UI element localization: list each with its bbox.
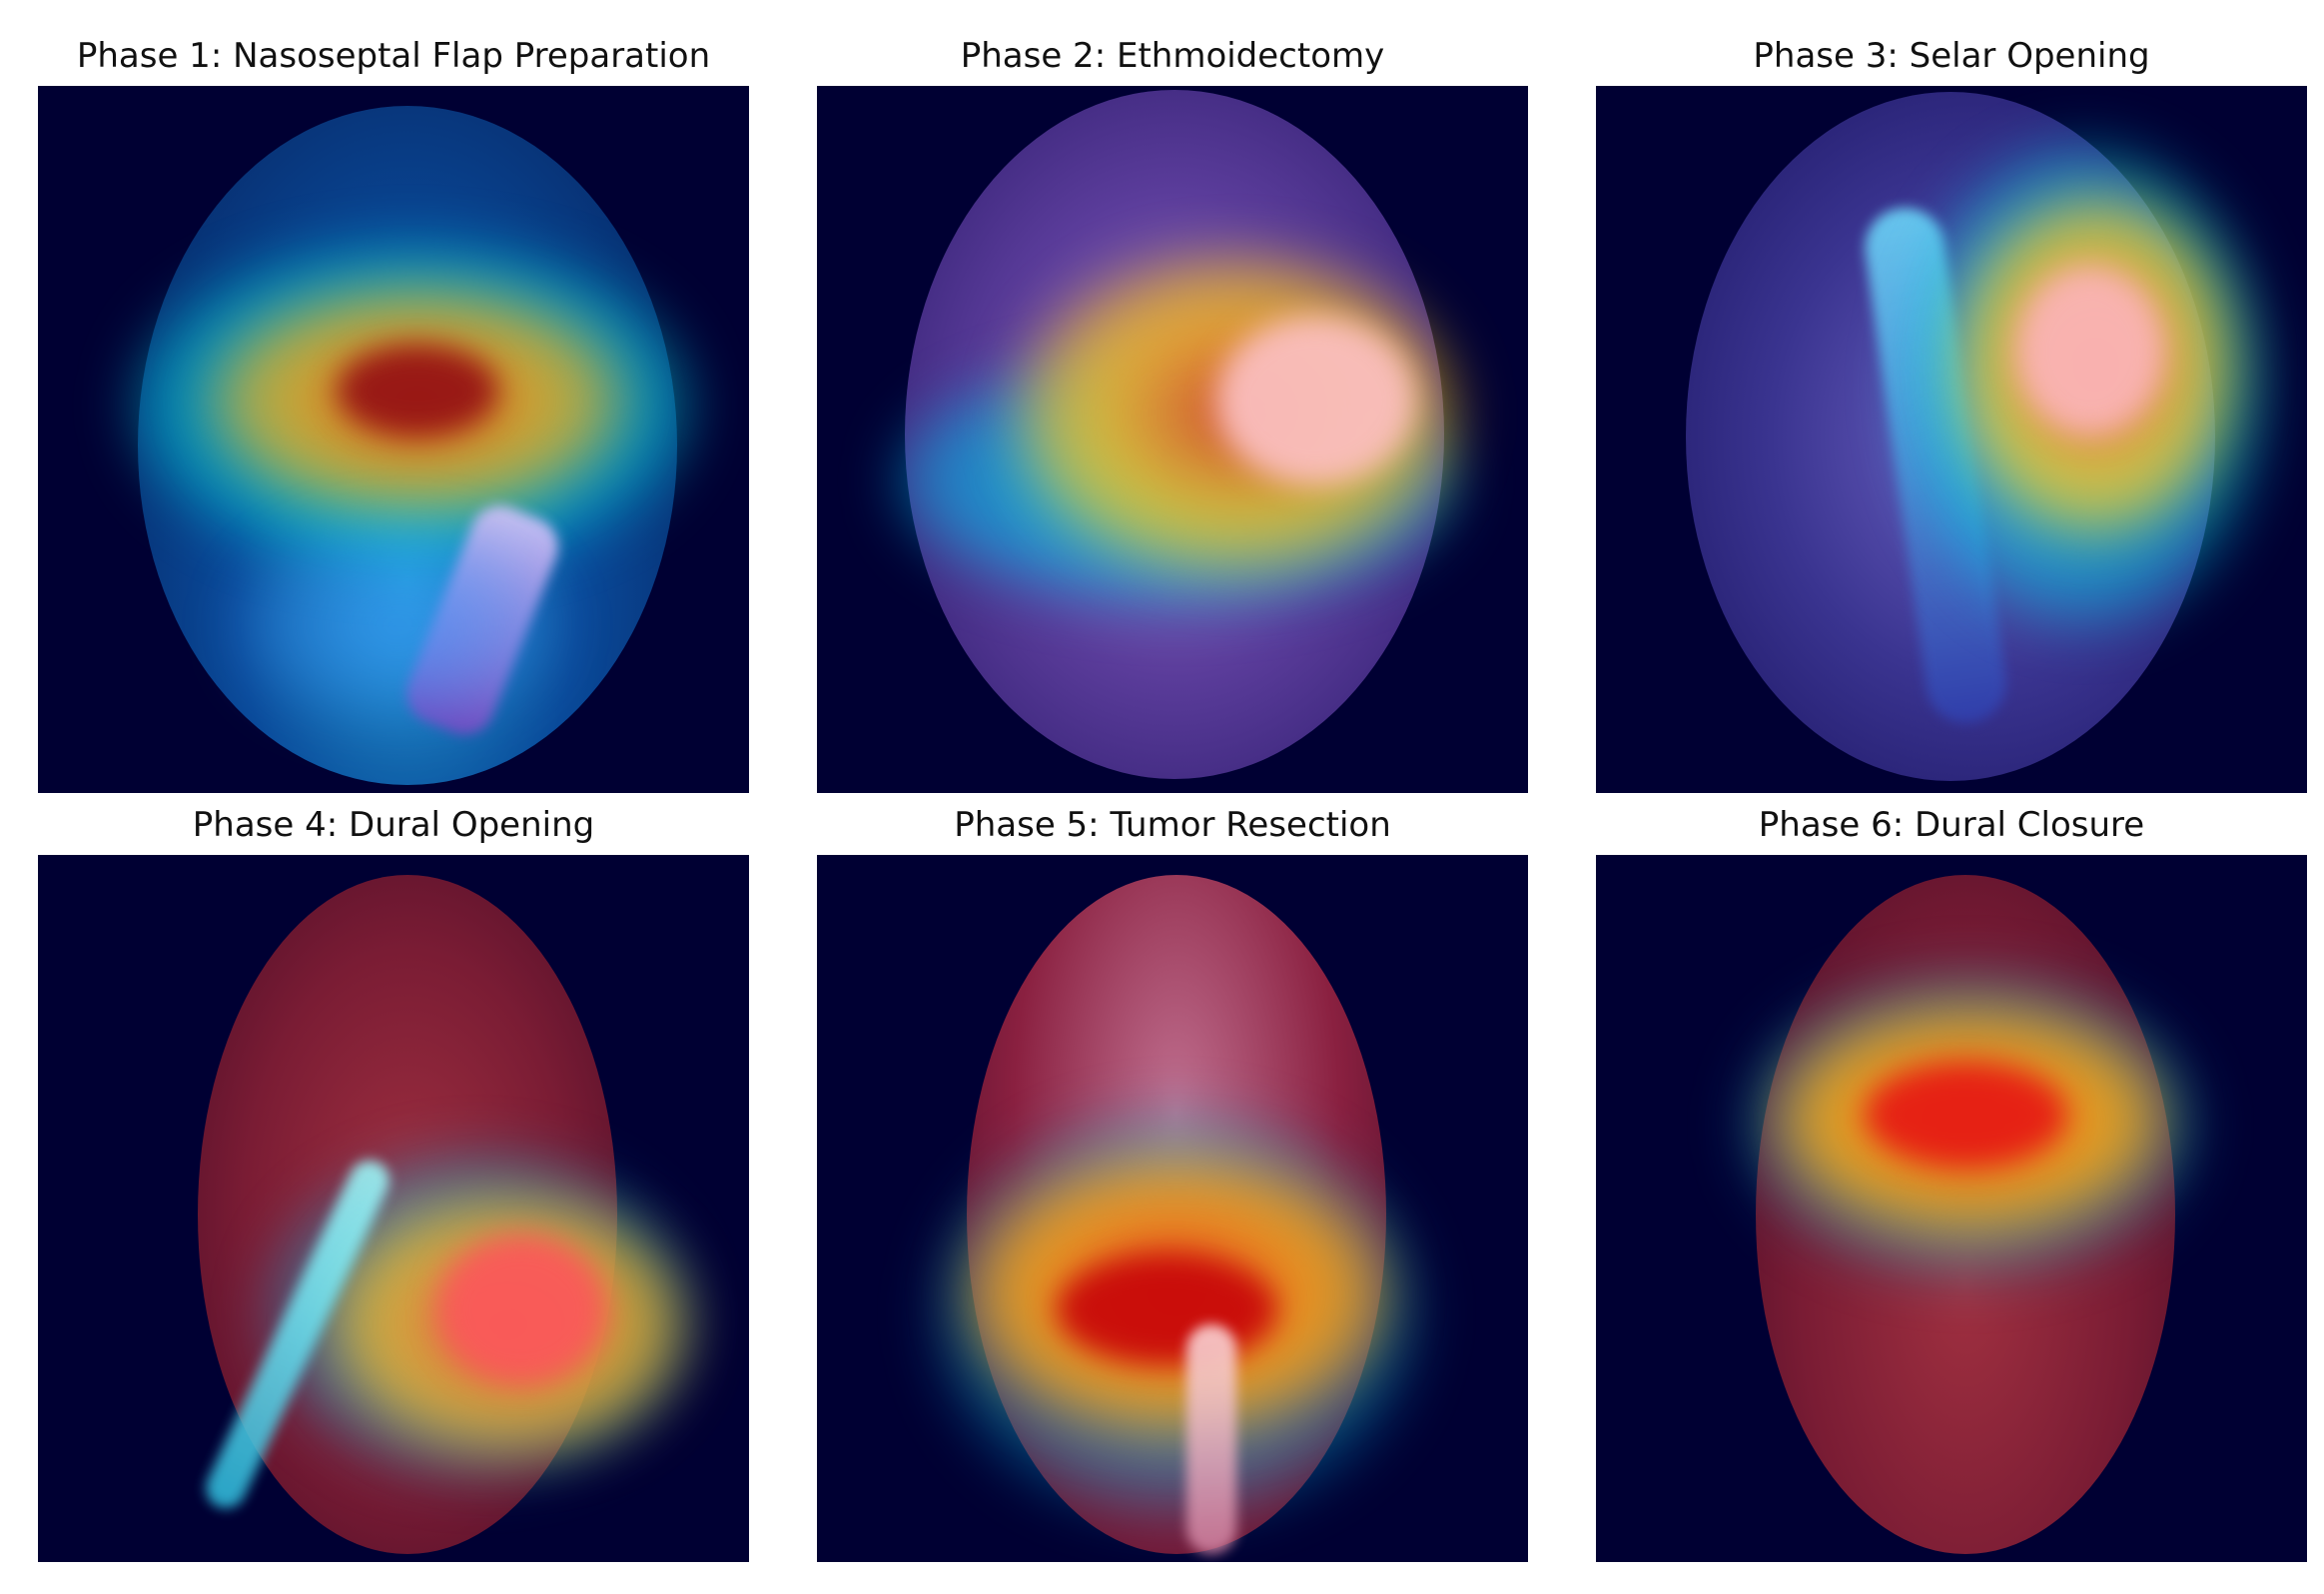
heatmap-panel-phase-3: Phase 3: Selar Opening	[1596, 36, 2307, 795]
heat-hot-core	[1057, 1254, 1276, 1364]
endoscopic-image	[817, 86, 1528, 793]
heat-hot-core	[1216, 316, 1416, 485]
heat-lower-glow	[238, 525, 557, 725]
heatmap-panel-phase-6: Phase 6: Dural Closure	[1596, 805, 2307, 1564]
panel-title: Phase 4: Dural Opening	[192, 805, 595, 845]
heatmap-panel-phase-4: Phase 4: Dural Opening	[38, 805, 749, 1564]
heat-hot-core	[437, 1234, 607, 1384]
heat-hot-core	[1866, 1065, 2065, 1165]
endoscopic-image	[1596, 86, 2307, 793]
heatmap-panel-phase-5: Phase 5: Tumor Resection	[817, 805, 1528, 1564]
endoscopic-image	[38, 86, 749, 793]
panel-title: Phase 6: Dural Closure	[1758, 805, 2145, 845]
panel-title: Phase 3: Selar Opening	[1753, 36, 2150, 76]
endoscopic-image	[38, 855, 749, 1562]
panel-title: Phase 2: Ethmoidectomy	[960, 36, 1385, 76]
endoscopic-image	[1596, 855, 2307, 1562]
panel-title: Phase 5: Tumor Resection	[954, 805, 1391, 845]
heatmap-panel-phase-1: Phase 1: Nasoseptal Flap Preparation	[38, 36, 749, 795]
heatmap-panel-phase-2: Phase 2: Ethmoidectomy	[817, 36, 1528, 795]
endoscopic-image	[817, 855, 1528, 1562]
heat-hot-core	[338, 346, 497, 435]
instrument-highlight	[1186, 1324, 1236, 1554]
heat-hot-core	[2015, 266, 2165, 435]
panel-title: Phase 1: Nasoseptal Flap Preparation	[76, 36, 711, 76]
